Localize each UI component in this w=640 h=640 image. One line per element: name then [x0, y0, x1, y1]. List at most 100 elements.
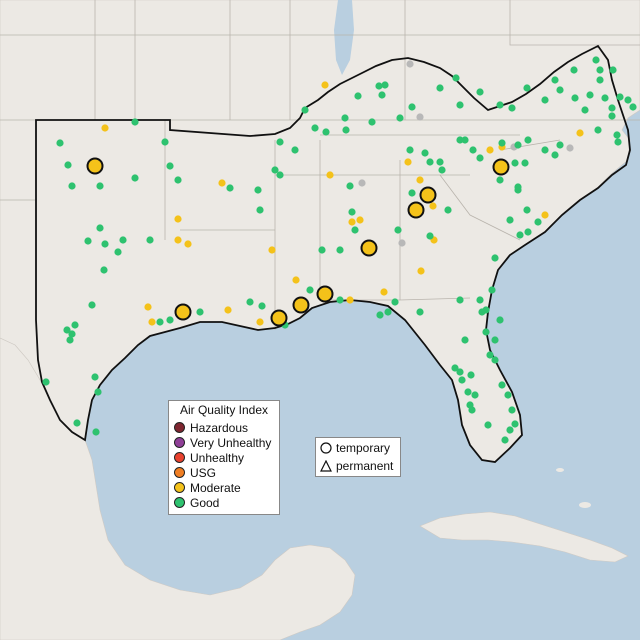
- monitor-site[interactable]: [380, 288, 388, 296]
- monitor-site[interactable]: [336, 296, 344, 304]
- monitor-site[interactable]: [570, 66, 578, 74]
- monitor-site[interactable]: [486, 351, 494, 359]
- monitor-site[interactable]: [394, 226, 402, 234]
- monitor-site[interactable]: [64, 161, 72, 169]
- monitor-site[interactable]: [506, 216, 514, 224]
- monitor-site[interactable]: [101, 124, 109, 132]
- temporary-monitor[interactable]: [492, 158, 510, 176]
- monitor-site[interactable]: [131, 174, 139, 182]
- monitor-site[interactable]: [254, 186, 262, 194]
- monitor-site[interactable]: [326, 171, 334, 179]
- monitor-site[interactable]: [161, 138, 169, 146]
- monitor-site[interactable]: [268, 246, 276, 254]
- monitor-site[interactable]: [596, 66, 604, 74]
- monitor-site[interactable]: [404, 158, 412, 166]
- monitor-site[interactable]: [516, 231, 524, 239]
- monitor-site[interactable]: [421, 149, 429, 157]
- monitor-site[interactable]: [88, 301, 96, 309]
- monitor-site[interactable]: [346, 182, 354, 190]
- monitor-site[interactable]: [456, 368, 464, 376]
- monitor-site[interactable]: [506, 426, 514, 434]
- monitor-site[interactable]: [94, 388, 102, 396]
- monitor-site[interactable]: [429, 202, 437, 210]
- temporary-monitor[interactable]: [360, 239, 378, 257]
- monitor-site[interactable]: [375, 82, 383, 90]
- monitor-site[interactable]: [461, 336, 469, 344]
- temporary-monitor[interactable]: [174, 303, 192, 321]
- monitor-site[interactable]: [84, 237, 92, 245]
- monitor-site[interactable]: [482, 328, 490, 336]
- monitor-site[interactable]: [551, 151, 559, 159]
- monitor-site[interactable]: [514, 183, 522, 191]
- monitor-site[interactable]: [306, 286, 314, 294]
- monitor-site[interactable]: [68, 182, 76, 190]
- monitor-site[interactable]: [524, 228, 532, 236]
- monitor-site[interactable]: [444, 206, 452, 214]
- monitor-site[interactable]: [417, 267, 425, 275]
- monitor-site[interactable]: [356, 216, 364, 224]
- monitor-site[interactable]: [576, 129, 584, 137]
- monitor-site[interactable]: [498, 139, 506, 147]
- temporary-monitor[interactable]: [419, 186, 437, 204]
- temporary-monitor[interactable]: [407, 201, 425, 219]
- monitor-site[interactable]: [416, 308, 424, 316]
- monitor-site[interactable]: [616, 93, 624, 101]
- monitor-site[interactable]: [456, 136, 464, 144]
- monitor-site[interactable]: [271, 166, 279, 174]
- monitor-site[interactable]: [586, 91, 594, 99]
- monitor-site[interactable]: [476, 154, 484, 162]
- monitor-site[interactable]: [523, 206, 531, 214]
- monitor-site[interactable]: [146, 236, 154, 244]
- monitor-site[interactable]: [464, 388, 472, 396]
- monitor-site[interactable]: [468, 406, 476, 414]
- monitor-site[interactable]: [119, 236, 127, 244]
- monitor-site[interactable]: [484, 421, 492, 429]
- monitor-site[interactable]: [68, 330, 76, 338]
- monitor-site[interactable]: [63, 326, 71, 334]
- monitor-site[interactable]: [42, 378, 50, 386]
- monitor-site[interactable]: [452, 74, 460, 82]
- monitor-site[interactable]: [488, 286, 496, 294]
- monitor-site[interactable]: [318, 246, 326, 254]
- monitor-site[interactable]: [541, 146, 549, 154]
- monitor-site[interactable]: [436, 84, 444, 92]
- monitor-site[interactable]: [491, 336, 499, 344]
- monitor-site[interactable]: [471, 391, 479, 399]
- monitor-site[interactable]: [342, 126, 350, 134]
- monitor-site[interactable]: [551, 76, 559, 84]
- monitor-site[interactable]: [406, 60, 414, 68]
- monitor-site[interactable]: [396, 114, 404, 122]
- monitor-site[interactable]: [461, 136, 469, 144]
- monitor-site[interactable]: [514, 141, 522, 149]
- monitor-site[interactable]: [566, 144, 574, 152]
- monitor-site[interactable]: [56, 139, 64, 147]
- monitor-site[interactable]: [541, 211, 549, 219]
- monitor-site[interactable]: [101, 240, 109, 248]
- monitor-site[interactable]: [226, 184, 234, 192]
- monitor-site[interactable]: [376, 311, 384, 319]
- monitor-site[interactable]: [458, 376, 466, 384]
- monitor-site[interactable]: [511, 159, 519, 167]
- monitor-site[interactable]: [321, 81, 329, 89]
- monitor-site[interactable]: [292, 276, 300, 284]
- monitor-site[interactable]: [511, 420, 519, 428]
- monitor-site[interactable]: [556, 141, 564, 149]
- monitor-site[interactable]: [501, 436, 509, 444]
- monitor-site[interactable]: [322, 128, 330, 136]
- monitor-site[interactable]: [196, 308, 204, 316]
- monitor-site[interactable]: [73, 419, 81, 427]
- monitor-site[interactable]: [378, 91, 386, 99]
- monitor-site[interactable]: [354, 92, 362, 100]
- monitor-site[interactable]: [358, 179, 366, 187]
- monitor-site[interactable]: [571, 94, 579, 102]
- monitor-site[interactable]: [224, 306, 232, 314]
- monitor-site[interactable]: [398, 239, 406, 247]
- monitor-site[interactable]: [496, 176, 504, 184]
- monitor-site[interactable]: [476, 296, 484, 304]
- monitor-site[interactable]: [351, 226, 359, 234]
- monitor-site[interactable]: [438, 166, 446, 174]
- monitor-site[interactable]: [174, 176, 182, 184]
- monitor-site[interactable]: [613, 131, 621, 139]
- monitor-site[interactable]: [184, 240, 192, 248]
